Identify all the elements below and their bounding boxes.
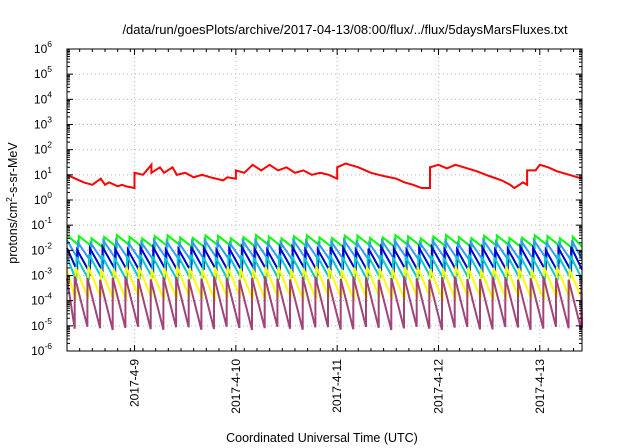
y-axis-label-main: protons/cm [6, 202, 20, 264]
y-tick-label: 103 [34, 115, 52, 132]
series-line [66, 162, 583, 190]
y-tick-base: 10 [34, 193, 48, 207]
x-axis-label: Coordinated Universal Time (UTC) [226, 431, 418, 445]
y-axis-label: protons/cm2-s-sr-MeV [4, 142, 20, 264]
y-tick-base: 10 [34, 92, 48, 106]
y-tick-exponent: 6 [47, 39, 52, 49]
y-tick-exponent: 5 [47, 64, 52, 74]
series-line [66, 236, 583, 266]
y-tick-exponent: 2 [47, 140, 52, 150]
x-tick-label: 2017-4-10 [229, 359, 243, 414]
y-tick-exponent: 0 [47, 190, 52, 200]
y-tick-label: 106 [34, 39, 52, 56]
y-tick-label: 10-5 [31, 316, 52, 333]
y-tick-base: 10 [31, 294, 45, 308]
x-tick-label: 2017-4-11 [330, 359, 344, 413]
y-tick-exponent: -3 [44, 266, 52, 276]
y-tick-base: 10 [34, 143, 48, 157]
ticks: 10-610-510-410-310-210-11001011021031041… [31, 39, 582, 414]
y-tick-label: 10-2 [31, 240, 52, 257]
y-tick-exponent: -1 [44, 215, 52, 225]
y-tick-label: 10-4 [31, 291, 52, 308]
y-tick-exponent: 3 [47, 115, 52, 125]
x-tick-label: 2017-4-9 [128, 359, 142, 407]
x-tick-label: 2017-4-13 [533, 359, 547, 414]
y-tick-exponent: -2 [44, 240, 52, 250]
x-tick-label: 2017-4-12 [431, 359, 445, 414]
y-tick-base: 10 [34, 42, 48, 56]
y-axis-label-sup: 2 [4, 197, 14, 202]
y-tick-base: 10 [34, 118, 48, 132]
y-tick-label: 105 [34, 64, 52, 81]
y-tick-label: 101 [34, 165, 52, 182]
y-axis-label-rest: -s-sr-MeV [6, 142, 20, 198]
y-tick-exponent: -6 [44, 341, 52, 351]
y-tick-label: 10-1 [31, 215, 52, 232]
series-line [66, 276, 583, 331]
y-tick-label: 104 [34, 89, 52, 106]
y-tick-label: 10-3 [31, 266, 52, 283]
y-tick-base: 10 [31, 269, 45, 283]
y-tick-label: 100 [34, 190, 52, 207]
y-tick-label: 102 [34, 140, 52, 157]
y-tick-base: 10 [31, 319, 45, 333]
y-tick-exponent: -4 [44, 291, 52, 301]
y-tick-label: 10-6 [31, 341, 52, 358]
y-tick-base: 10 [31, 243, 45, 257]
y-tick-base: 10 [31, 344, 45, 358]
y-tick-exponent: 4 [47, 89, 52, 99]
series-layer [66, 162, 583, 331]
y-tick-exponent: 1 [47, 165, 52, 175]
chart-title: /data/run/goesPlots/archive/2017-04-13/0… [122, 22, 568, 37]
y-tick-exponent: -5 [44, 316, 52, 326]
y-tick-base: 10 [34, 168, 48, 182]
y-tick-base: 10 [31, 218, 45, 232]
y-tick-base: 10 [34, 67, 48, 81]
